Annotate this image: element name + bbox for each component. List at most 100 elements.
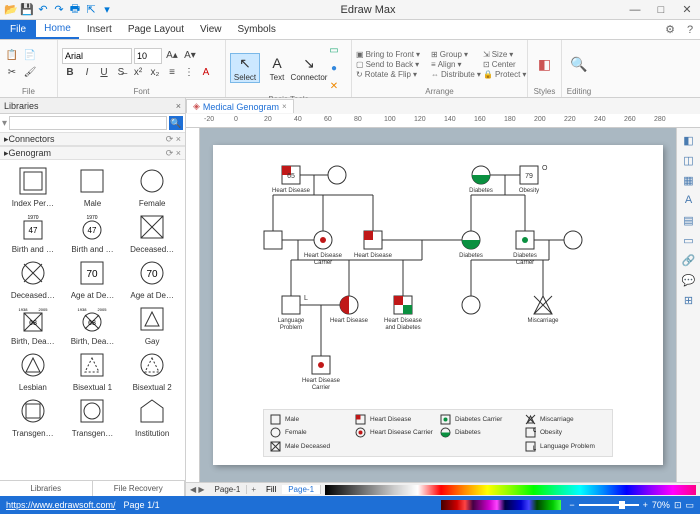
qat-open-icon[interactable]: 📂 xyxy=(4,3,18,17)
grow-font-icon[interactable]: A▴ xyxy=(164,48,180,64)
rp-shadow-icon[interactable]: ▦ xyxy=(681,172,697,188)
help-icon[interactable]: ? xyxy=(680,20,700,39)
search-input[interactable] xyxy=(9,116,167,130)
rp-text-icon[interactable]: A xyxy=(681,192,697,208)
text-tool[interactable]: AText xyxy=(262,54,292,82)
status-url[interactable]: https://www.edrawsoft.com/ xyxy=(6,500,116,510)
rp-comment-icon[interactable]: 💬 xyxy=(681,272,697,288)
protect-btn[interactable]: 🔒 Protect ▾ xyxy=(483,70,523,79)
qat-more-icon[interactable]: ▾ xyxy=(100,3,114,17)
shrink-font-icon[interactable]: A▾ xyxy=(182,48,198,64)
file-tab[interactable]: File xyxy=(0,20,36,39)
fit-icon[interactable]: ⊡ xyxy=(674,500,682,511)
bold-icon[interactable]: B xyxy=(62,65,78,81)
styles-btn[interactable]: ◧ xyxy=(532,55,557,73)
shape-bisexual1[interactable]: Bisextual 1 xyxy=(64,348,122,392)
shape-birth-death-m[interactable]: 1938200568Birth, Dea… xyxy=(4,302,62,346)
page-tab-2[interactable]: Page-1 xyxy=(282,485,321,494)
rp-line-icon[interactable]: ◫ xyxy=(681,152,697,168)
connector-tool[interactable]: ↘Connector xyxy=(294,54,324,82)
shape-deceased-male[interactable]: Deceased… xyxy=(123,210,181,254)
underline-icon[interactable]: U xyxy=(96,65,112,81)
sidebar-tab-recovery[interactable]: File Recovery xyxy=(93,481,186,496)
shape-transgender2[interactable]: Transgen… xyxy=(64,394,122,438)
send-to-back[interactable]: ▢ Send to Back ▾ xyxy=(356,60,429,69)
font-size-select[interactable] xyxy=(134,48,162,64)
shape-deceased-female[interactable]: Deceased… xyxy=(4,256,62,300)
bullets-icon[interactable]: ≡ xyxy=(164,65,180,81)
shape-bisexual2[interactable]: Bisextual 2 xyxy=(123,348,181,392)
shape-lesbian[interactable]: Lesbian xyxy=(4,348,62,392)
tab-view[interactable]: View xyxy=(192,20,230,39)
tab-home[interactable]: Home xyxy=(36,20,79,39)
italic-icon[interactable]: I xyxy=(79,65,95,81)
shape-male[interactable]: Male xyxy=(64,164,122,208)
status-colors[interactable] xyxy=(441,500,561,510)
tab-insert[interactable]: Insert xyxy=(79,20,120,39)
cut-icon[interactable]: ✂ xyxy=(4,65,20,81)
zoom-out-icon[interactable]: − xyxy=(569,500,574,510)
rotate-flip[interactable]: ↻ Rotate & Flip ▾ xyxy=(356,70,429,79)
doc-tab-active[interactable]: ◈ Medical Genogram × xyxy=(186,99,294,113)
tab-symbols[interactable]: Symbols xyxy=(230,20,284,39)
shape-birth-male[interactable]: 197047Birth and … xyxy=(4,210,62,254)
font-name-select[interactable] xyxy=(62,48,132,64)
shape-birth-female[interactable]: 197047Birth and … xyxy=(64,210,122,254)
shape-index-person[interactable]: Index Per… xyxy=(4,164,62,208)
doc-tab-close-icon[interactable]: × xyxy=(282,102,287,111)
zoom-in-icon[interactable]: + xyxy=(643,500,648,510)
close-icon[interactable]: ✕ xyxy=(674,0,700,20)
shape-institution[interactable]: Institution xyxy=(123,394,181,438)
shape-age-female[interactable]: 70Age at De… xyxy=(123,256,181,300)
qat-undo-icon[interactable]: ↶ xyxy=(36,3,50,17)
search-dropdown-icon[interactable]: ▾ xyxy=(2,118,7,129)
sidebar-cat-connectors[interactable]: ▸ Connectors⟳ × xyxy=(0,132,185,146)
shape-gay[interactable]: Gay xyxy=(123,302,181,346)
shape-x-icon[interactable]: ✕ xyxy=(326,78,342,94)
color-strip[interactable] xyxy=(325,485,696,495)
tab-page-layout[interactable]: Page Layout xyxy=(120,20,192,39)
zoom-slider[interactable] xyxy=(579,504,639,506)
strike-icon[interactable]: S̶ xyxy=(113,65,129,81)
search-icon[interactable]: 🔍 xyxy=(169,116,183,130)
shape-rect-icon[interactable]: ▭ xyxy=(326,42,342,58)
distribute-btn[interactable]: ⇔ Distribute ▾ xyxy=(431,70,481,79)
shape-birth-death-f[interactable]: 1938200568Birth, Dea… xyxy=(64,302,122,346)
format-painter-icon[interactable]: 🖌 xyxy=(22,65,38,81)
sidebar-close-icon[interactable]: × xyxy=(176,101,181,111)
editing-btn[interactable]: 🔍 xyxy=(566,55,592,73)
shape-transgender1[interactable]: Transgen… xyxy=(4,394,62,438)
rp-hyperlink-icon[interactable]: 🔗 xyxy=(681,252,697,268)
font-color-icon[interactable]: A xyxy=(198,65,214,81)
qat-save-icon[interactable]: 💾 xyxy=(20,3,34,17)
shape-age-male[interactable]: 70Age at De… xyxy=(64,256,122,300)
help-icon[interactable]: ⚙ xyxy=(660,20,680,39)
size-btn[interactable]: ⇲ Size ▾ xyxy=(483,50,523,59)
minimize-icon[interactable]: — xyxy=(622,0,648,20)
sidebar-cat-genogram[interactable]: ▸ Genogram⟳ × xyxy=(0,146,185,160)
center-btn[interactable]: ⊡ Center xyxy=(483,60,523,69)
subscript-icon[interactable]: x₂ xyxy=(147,65,163,81)
rp-data-icon[interactable]: ⊞ xyxy=(681,292,697,308)
highlight-icon[interactable]: x² xyxy=(130,65,146,81)
rp-layer-icon[interactable]: ▤ xyxy=(681,212,697,228)
group-btn[interactable]: ⊞ Group ▾ xyxy=(431,50,481,59)
canvas[interactable]: 65Heart DiseaseDiabetes79OObesityHeart D… xyxy=(200,128,676,482)
qat-redo-icon[interactable]: ↷ xyxy=(52,3,66,17)
align-btn[interactable]: ≡ Align ▾ xyxy=(431,60,481,69)
shape-circle-icon[interactable]: ● xyxy=(326,60,342,76)
paste-icon[interactable]: 📋 xyxy=(4,48,20,64)
qat-export-icon[interactable]: ⇱ xyxy=(84,3,98,17)
fullscreen-icon[interactable]: ▭ xyxy=(685,500,694,511)
rp-page-icon[interactable]: ▭ xyxy=(681,232,697,248)
bring-to-front[interactable]: ▣ Bring to Front ▾ xyxy=(356,50,429,59)
shape-female[interactable]: Female xyxy=(123,164,181,208)
select-tool[interactable]: ↖Select xyxy=(230,53,260,83)
qat-print-icon[interactable]: 🖶 xyxy=(68,3,82,17)
copy-icon[interactable]: 📄 xyxy=(22,48,38,64)
align-icon[interactable]: ⋮ xyxy=(181,65,197,81)
maximize-icon[interactable]: □ xyxy=(648,0,674,20)
rp-fill-icon[interactable]: ◧ xyxy=(681,132,697,148)
page-tab-1[interactable]: Page-1 xyxy=(209,485,248,494)
sidebar-tab-libraries[interactable]: Libraries xyxy=(0,481,93,496)
